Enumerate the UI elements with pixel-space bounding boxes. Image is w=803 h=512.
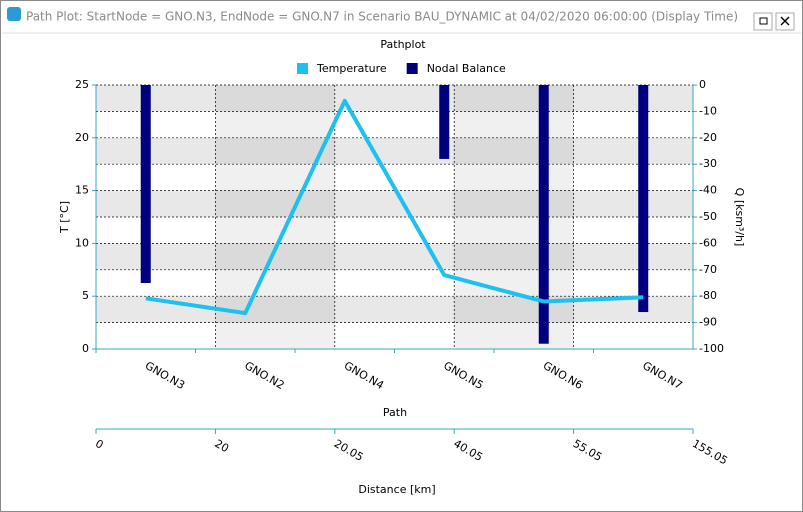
chart-title: Pathplot [380, 38, 426, 51]
y2-axis-title: Q [ksm³/h] [733, 188, 746, 247]
window-title: Path Plot: StartNode = GNO.N3, EndNode =… [26, 10, 738, 24]
maximize-icon [759, 17, 768, 25]
x-tick-label: GNO.N7 [640, 359, 684, 392]
path-tick-label: 20.05 [332, 437, 366, 464]
line [145, 98, 644, 316]
bar [439, 85, 450, 159]
y2-tick-label: -10 [699, 104, 717, 117]
distance-axis-title: Distance [km] [358, 483, 435, 496]
y2-tick-label: -80 [699, 289, 717, 302]
section-shade [215, 85, 335, 349]
y2-tick-label: -30 [699, 157, 717, 170]
stripe [96, 322, 693, 349]
y-axis-title: T [°C] [58, 201, 71, 234]
bar [538, 85, 549, 344]
y-tick-label: 10 [75, 236, 89, 249]
y2-tick-label: -20 [699, 131, 717, 144]
x-tick-label: GNO.N5 [441, 359, 485, 392]
path-tick-label: 0 [93, 437, 106, 452]
y2-tick-label: -100 [699, 342, 724, 355]
maximize-button[interactable] [753, 12, 773, 31]
y2-tick-label: -90 [699, 316, 717, 329]
y2-tick-label: 0 [699, 78, 706, 91]
y2-tick-label: -50 [699, 210, 717, 223]
legend-swatch [406, 63, 418, 74]
stripe [96, 137, 693, 165]
y-tick-label: 0 [82, 342, 89, 355]
legend-swatch [297, 63, 308, 74]
title-bar [1, 1, 802, 33]
x-tick-label: GNO.N2 [242, 359, 286, 392]
bar [638, 85, 649, 313]
app-icon [7, 7, 21, 21]
plot-area [96, 84, 694, 350]
path-tick-label: 40.05 [451, 437, 485, 464]
y2-tick-label: -60 [699, 236, 717, 249]
legend-label: Nodal Balance [427, 62, 506, 75]
path-tick-label: 20 [212, 437, 231, 455]
stripe [96, 243, 693, 270]
x-tick-label: GNO.N4 [342, 359, 386, 392]
legend-label: Temperature [316, 62, 387, 75]
stripe [96, 269, 693, 297]
y-tick-label: 5 [82, 289, 89, 302]
path-axis-title: Path [383, 406, 407, 419]
stripe [96, 85, 693, 112]
bar [140, 85, 151, 283]
close-icon [780, 16, 790, 26]
stripe [96, 217, 693, 244]
y2-tick-label: -40 [699, 184, 717, 197]
path-tick-label: 155.05 [690, 437, 730, 468]
stripe [96, 190, 693, 217]
stripe [96, 111, 693, 138]
y2-tick-label: -70 [699, 263, 717, 276]
y-tick-label: 20 [75, 131, 89, 144]
x-tick-label: GNO.N3 [143, 359, 187, 392]
y-tick-label: 25 [75, 78, 89, 91]
y-tick-label: 15 [75, 184, 89, 197]
path-tick-label: 55.05 [571, 437, 605, 464]
x-tick-label: GNO.N6 [541, 359, 585, 392]
